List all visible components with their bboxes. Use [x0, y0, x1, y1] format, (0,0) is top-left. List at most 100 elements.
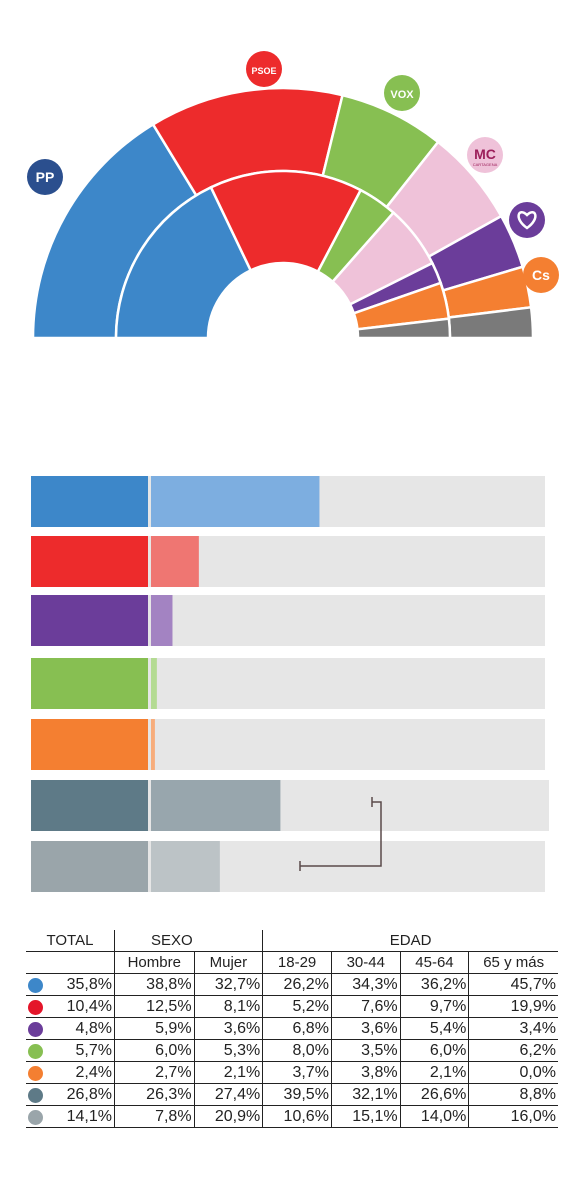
cell-value: 4,8% — [75, 1019, 112, 1037]
cell-value: 3,6% — [361, 1019, 398, 1037]
cell-value: 5,3% — [223, 1041, 261, 1059]
cell-a3: 6,0% — [399, 1039, 469, 1062]
connector-bracket — [299, 797, 382, 871]
bar-row — [31, 536, 545, 587]
logo-psoe: PSOE — [246, 51, 282, 87]
table-row: 14,1% 7,8% 20,9% 10,6% 15,1% 14,0% 16,0% — [26, 1105, 558, 1128]
cell-total: 14,1% — [26, 1105, 115, 1128]
cell-a3: 2,1% — [399, 1061, 469, 1084]
cell-value: 6,2% — [519, 1041, 556, 1059]
cell-value: 26,2% — [283, 975, 329, 993]
cell-value: 3,8% — [361, 1063, 398, 1081]
cell-total: 2,4% — [26, 1061, 115, 1084]
bar-total — [31, 536, 148, 587]
cell-a2: 3,8% — [330, 1061, 401, 1084]
cell-a4: 0,0% — [468, 1061, 558, 1084]
header-65-y-mas: 65 y más — [468, 951, 558, 974]
cell-value: 8,1% — [223, 997, 261, 1015]
cell-value: 34,3% — [352, 975, 398, 993]
cell-a3: 14,0% — [399, 1105, 469, 1128]
bar-extra — [151, 536, 199, 587]
cell-value: 26,3% — [146, 1085, 192, 1103]
cell-mujer: 32,7% — [193, 973, 263, 996]
cell-a2: 15,1% — [330, 1105, 401, 1128]
cell-value: 10,4% — [66, 997, 112, 1015]
cell-a3: 36,2% — [399, 973, 469, 996]
cell-a2: 3,5% — [330, 1039, 401, 1062]
cell-a4: 45,7% — [468, 973, 558, 996]
bar-extra — [151, 719, 155, 770]
bar-extra — [151, 780, 281, 831]
cell-a1: 10,6% — [262, 1105, 332, 1128]
cell-a3: 26,6% — [399, 1083, 469, 1106]
cell-value: 39,5% — [283, 1085, 329, 1103]
cell-value: 8,8% — [519, 1085, 556, 1103]
hemicycle-inner-ring — [114, 169, 452, 340]
cell-a4: 16,0% — [468, 1105, 558, 1128]
cell-value: 6,8% — [292, 1019, 329, 1037]
cell-value: 8,0% — [292, 1041, 329, 1059]
table-row: 10,4% 12,5% 8,1% 5,2% 7,6% 9,7% 19,9% — [26, 995, 558, 1018]
logo-pp: PP — [27, 159, 63, 195]
logo-vox: VOX — [384, 75, 420, 111]
cell-value: 7,8% — [155, 1107, 192, 1125]
bar-total — [31, 476, 148, 527]
cell-value: 0,0% — [519, 1063, 556, 1081]
header-sexo: SEXO — [113, 930, 263, 952]
header-mujer: Mujer — [193, 951, 263, 974]
cell-value: 10,6% — [283, 1107, 329, 1125]
cell-value: 26,6% — [420, 1085, 467, 1103]
party-color-dot — [28, 977, 43, 993]
cell-value: 7,6% — [361, 997, 398, 1015]
bar-row — [31, 780, 549, 831]
cell-total: 5,7% — [26, 1039, 115, 1062]
cell-hombre: 38,8% — [113, 973, 195, 996]
cell-value: 32,7% — [214, 975, 261, 993]
cell-value: 3,4% — [519, 1019, 556, 1037]
bar-row — [31, 476, 545, 527]
logo-sublabel: CARTAGENA — [473, 162, 498, 167]
bar-extra — [151, 841, 220, 892]
cell-total: 4,8% — [26, 1017, 115, 1040]
bar-extra — [151, 476, 320, 527]
party-color-dot — [28, 1087, 43, 1103]
cell-a2: 3,6% — [330, 1017, 401, 1040]
cell-value: 19,9% — [510, 997, 556, 1015]
table-row: 5,7% 6,0% 5,3% 8,0% 3,5% 6,0% 6,2% — [26, 1039, 558, 1062]
header-hombre: Hombre — [113, 951, 195, 974]
logo-label: PSOE — [251, 66, 276, 76]
header-total: TOTAL — [26, 930, 115, 952]
party-color-dot — [28, 1043, 43, 1059]
cell-a1: 5,2% — [262, 995, 332, 1018]
bar-total — [31, 719, 148, 770]
party-color-dot — [28, 999, 43, 1015]
bar-row — [31, 658, 545, 709]
cell-value: 27,4% — [214, 1085, 261, 1103]
cell-value: 15,1% — [352, 1107, 398, 1125]
cell-value: 12,5% — [146, 997, 192, 1015]
party-color-dot — [28, 1021, 43, 1037]
header-18-29: 18-29 — [262, 951, 332, 974]
cell-value: 6,0% — [429, 1041, 467, 1059]
bar-total — [31, 658, 148, 709]
logo-label: PP — [36, 169, 55, 185]
heart-icon — [517, 211, 537, 230]
table-row: 35,8% 38,8% 32,7% 26,2% 34,3% 36,2% 45,7% — [26, 973, 558, 996]
bar-extra — [151, 595, 173, 646]
cell-value: 14,0% — [420, 1107, 467, 1125]
logo-label: VOX — [390, 89, 414, 101]
logo-label: Cs — [532, 267, 550, 283]
cell-hombre: 2,7% — [113, 1061, 195, 1084]
cell-mujer: 5,3% — [193, 1039, 263, 1062]
cell-hombre: 5,9% — [113, 1017, 195, 1040]
logo-label: MC — [474, 146, 496, 162]
bar-total — [31, 841, 148, 892]
cell-value: 36,2% — [420, 975, 467, 993]
cell-total: 26,8% — [26, 1083, 115, 1106]
cell-a4: 6,2% — [468, 1039, 558, 1062]
cell-value: 16,0% — [510, 1107, 556, 1125]
cell-value: 2,7% — [155, 1063, 192, 1081]
cell-value: 5,9% — [155, 1019, 192, 1037]
bar-total — [31, 595, 148, 646]
